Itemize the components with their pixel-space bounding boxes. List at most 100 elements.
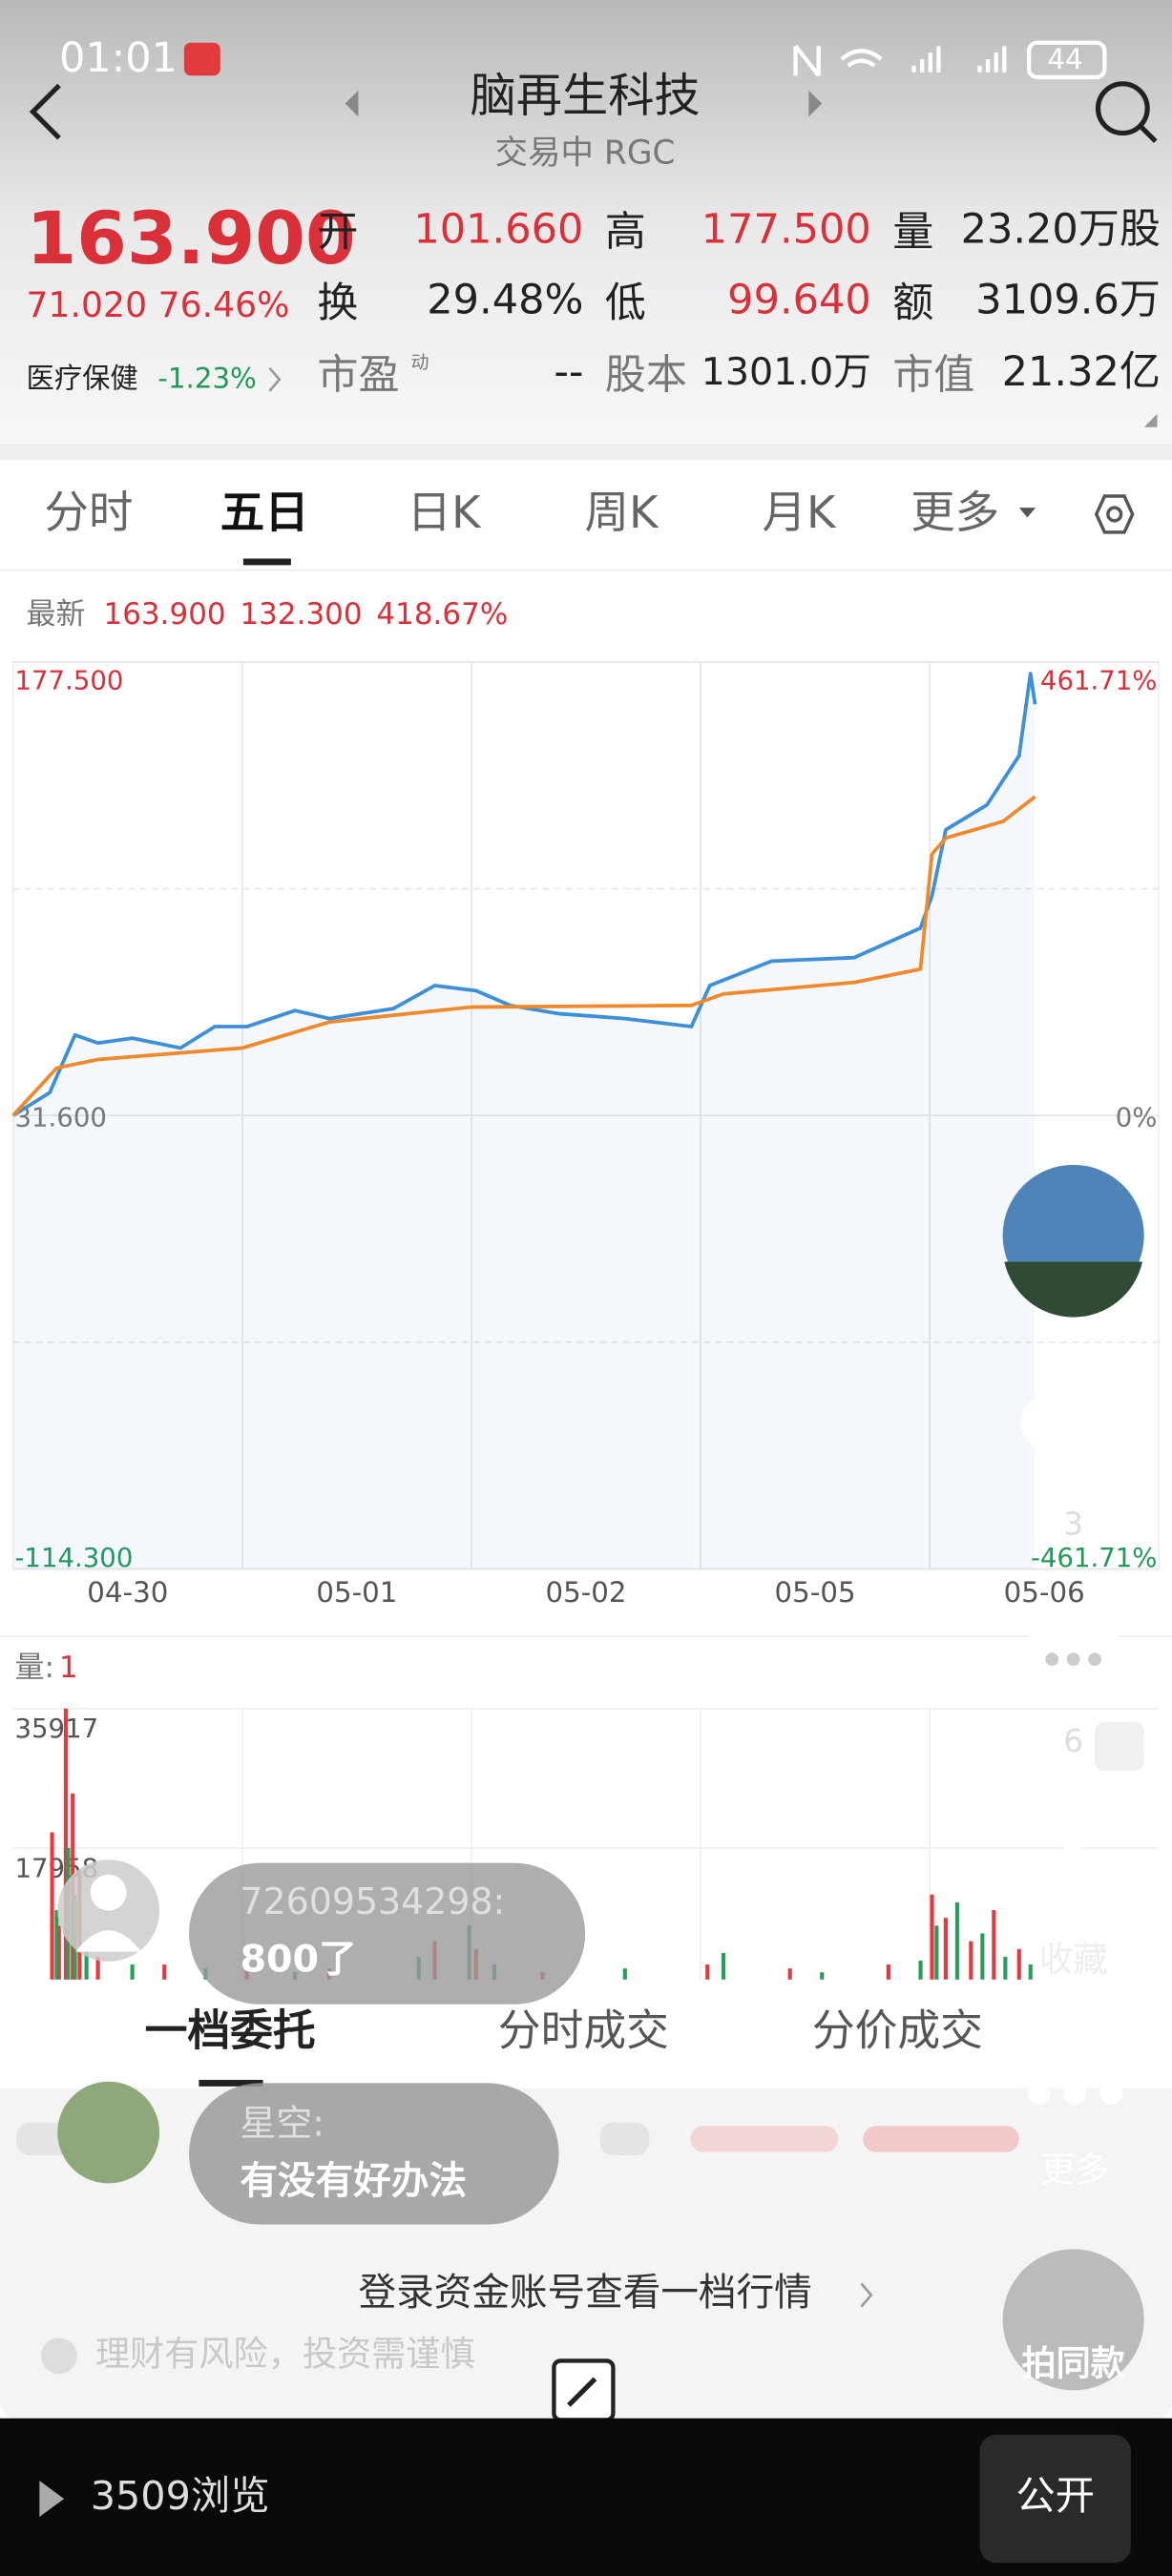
stock-name: 脑再生科技 [471, 69, 701, 122]
comment-user: 星空: [240, 2103, 324, 2145]
y-tick-label: 31.600 [15, 1103, 107, 1133]
y-tick-label: -114.300 [15, 1543, 134, 1573]
favorite-button[interactable] [1023, 1831, 1123, 1927]
back-button[interactable] [29, 83, 61, 140]
value: -- [554, 348, 583, 396]
label: 开 [317, 209, 358, 257]
comment-count: 6 [1063, 1723, 1083, 1759]
dropdown [1018, 508, 1036, 518]
sector-change: -1.23% [157, 362, 257, 394]
avatar[interactable] [57, 2081, 160, 2184]
same-style-label: 拍同款 [1021, 2343, 1125, 2384]
search-button[interactable] [1095, 81, 1158, 143]
volume-bar [721, 1952, 726, 1988]
tabs: 分时 五日 日K 周K 月K 更多 [45, 487, 1000, 538]
volume-bar [50, 1832, 54, 1988]
label: 市盈 [317, 352, 399, 400]
label-sup: 动 [411, 352, 429, 373]
same-style-button[interactable] [1002, 2249, 1144, 2391]
price: 163.900 [27, 197, 356, 280]
x-tick-label: 05-02 [545, 1576, 626, 1609]
label: 低 [605, 280, 646, 327]
tab-underline [242, 558, 291, 566]
risk-notice: 理财有风险，投资需谨慎 [95, 2333, 475, 2374]
x-tick-label: 05-06 [1004, 1576, 1085, 1609]
tab[interactable]: 月K [763, 487, 837, 538]
more-button[interactable] [1027, 2081, 1123, 2105]
tab[interactable]: 周K [585, 487, 659, 538]
price-area [12, 673, 1036, 1569]
publish-button[interactable] [979, 2434, 1131, 2564]
x-tick-label: 05-05 [775, 1576, 856, 1609]
tab[interactable]: 五日 [220, 487, 309, 538]
volume-bar [54, 1910, 59, 1988]
volume-bar [1016, 1948, 1021, 1988]
panel-tab[interactable]: 分时成交 [498, 2005, 669, 2056]
tab[interactable]: 更多 [910, 487, 999, 538]
label: 高 [605, 209, 646, 257]
value: 1301.0万 [701, 350, 871, 394]
volume-label: 量: [15, 1651, 54, 1685]
sector[interactable]: 医疗保健 [27, 362, 138, 394]
panel-tab[interactable]: 一档委托 [145, 2005, 316, 2056]
volume-bar [1003, 1956, 1008, 1988]
app-icon [183, 42, 220, 76]
volume-bar [992, 1910, 996, 1988]
settings[interactable] [1094, 494, 1135, 534]
time: 01:01 [59, 34, 178, 82]
value: 177.500 [701, 205, 871, 253]
login-link[interactable]: 登录资金账号查看一档行情 [359, 2271, 812, 2315]
latest-price: 163.900 [104, 597, 226, 632]
comment-dots [1045, 1652, 1101, 1667]
next-stock[interactable] [808, 90, 823, 117]
value: 101.660 [413, 205, 583, 253]
expand[interactable] [1143, 413, 1158, 427]
price-chart: 177.500 31.600 -114.300 461.71% 0% -461.71% 04… [11, 661, 1161, 1609]
prev-stock[interactable] [345, 90, 359, 117]
latest-label: 最新 [27, 597, 86, 632]
volume-bar [954, 1901, 960, 1988]
y2-tick-label: 461.71% [1040, 666, 1158, 696]
like-button[interactable] [1020, 1393, 1126, 1487]
volume-bar [56, 1925, 61, 1988]
average-line [11, 795, 1036, 1117]
value: 99.640 [727, 276, 871, 323]
panel-tab[interactable]: 分价成交 [812, 2005, 983, 2056]
value: 29.48% [427, 276, 583, 323]
price-change: 71.020 76.46% [27, 284, 290, 325]
more-label: 更多 [1040, 2149, 1109, 2190]
volume-bar [934, 1925, 939, 1988]
y2-tick-label: 0% [1116, 1103, 1158, 1133]
y2-tick-label: -461.71% [1031, 1543, 1158, 1573]
chevron [860, 2282, 873, 2308]
latest-pct: 418.67% [376, 597, 508, 632]
risk-icon [41, 2337, 77, 2375]
avatar-head [90, 1874, 127, 1911]
volume-bar [787, 1968, 792, 1988]
stock-status: 交易中 RGC [495, 134, 676, 172]
fullscreen-button[interactable] [1095, 1721, 1144, 1772]
volume-bar [622, 1968, 627, 1988]
status-icons [793, 40, 1107, 80]
chevron [268, 366, 282, 392]
tab[interactable]: 分时 [45, 487, 134, 538]
label: 量 [892, 209, 933, 257]
volume-bar [980, 1933, 985, 1988]
x-tick-label: 04-30 [87, 1576, 168, 1609]
comment-user: 72609534298: [240, 1880, 505, 1922]
volume-bar [84, 1941, 89, 1988]
battery: 44 [1047, 43, 1082, 75]
avatar-body [75, 1930, 142, 1952]
volume-bar [95, 1956, 100, 1988]
panel-tabs-bg [0, 1979, 1172, 2088]
tab[interactable]: 日K [408, 487, 482, 538]
y-tick-label: 177.500 [15, 666, 124, 696]
volume-bar [1028, 1964, 1033, 1988]
latest-avg: 132.300 [240, 597, 362, 632]
volume-bar [943, 1918, 949, 1988]
favorite-label: 收藏 [1039, 1939, 1108, 1980]
panel-underline [199, 2079, 263, 2087]
comment-text: 800了 [240, 1937, 356, 1981]
